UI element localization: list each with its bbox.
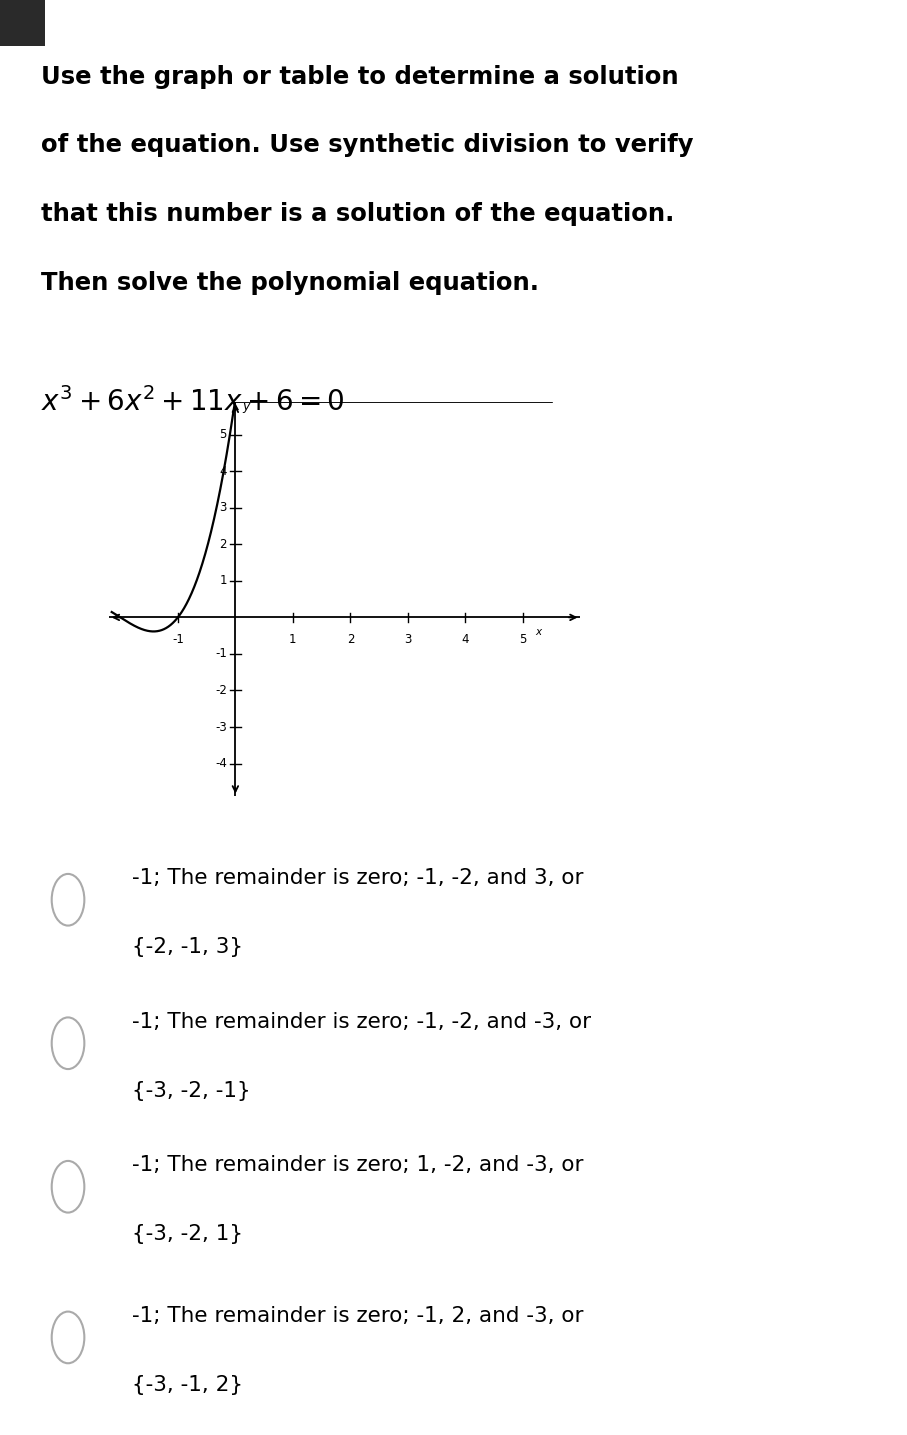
Text: {-3, -1, 2}: {-3, -1, 2} [132, 1375, 242, 1395]
Text: 1: 1 [289, 633, 297, 646]
Text: 5: 5 [520, 633, 527, 646]
Text: -3: -3 [215, 720, 227, 733]
Text: 3: 3 [219, 501, 227, 514]
Text: of the equation. Use synthetic division to verify: of the equation. Use synthetic division … [41, 133, 693, 158]
Text: -2: -2 [215, 684, 227, 697]
Text: -1; The remainder is zero; -1, -2, and 3, or: -1; The remainder is zero; -1, -2, and 3… [132, 868, 583, 888]
Text: y: y [242, 400, 249, 413]
Text: -1: -1 [215, 647, 227, 660]
Text: 2: 2 [346, 633, 354, 646]
Text: that this number is a solution of the equation.: that this number is a solution of the eq… [41, 202, 674, 227]
Text: {-2, -1, 3}: {-2, -1, 3} [132, 937, 242, 957]
Text: Then solve the polynomial equation.: Then solve the polynomial equation. [41, 271, 539, 296]
Text: 2: 2 [219, 538, 227, 551]
Text: 4: 4 [462, 633, 469, 646]
Text: -1; The remainder is zero; -1, 2, and -3, or: -1; The remainder is zero; -1, 2, and -3… [132, 1306, 583, 1326]
Text: 3: 3 [405, 633, 412, 646]
Text: {-3, -2, 1}: {-3, -2, 1} [132, 1224, 242, 1244]
Text: -1; The remainder is zero; 1, -2, and -3, or: -1; The remainder is zero; 1, -2, and -3… [132, 1155, 583, 1175]
Text: 5: 5 [219, 428, 227, 441]
Text: x: x [536, 627, 541, 637]
Text: 1: 1 [219, 574, 227, 587]
Text: $x^3 + 6x^2 + 11x + 6 = 0$: $x^3 + 6x^2 + 11x + 6 = 0$ [41, 387, 345, 418]
Text: {-3, -2, -1}: {-3, -2, -1} [132, 1081, 250, 1101]
Text: -1: -1 [172, 633, 184, 646]
Text: 4: 4 [219, 465, 227, 478]
Text: Use the graph or table to determine a solution: Use the graph or table to determine a so… [41, 65, 678, 89]
Text: -1; The remainder is zero; -1, -2, and -3, or: -1; The remainder is zero; -1, -2, and -… [132, 1012, 590, 1032]
Text: -4: -4 [215, 758, 227, 771]
